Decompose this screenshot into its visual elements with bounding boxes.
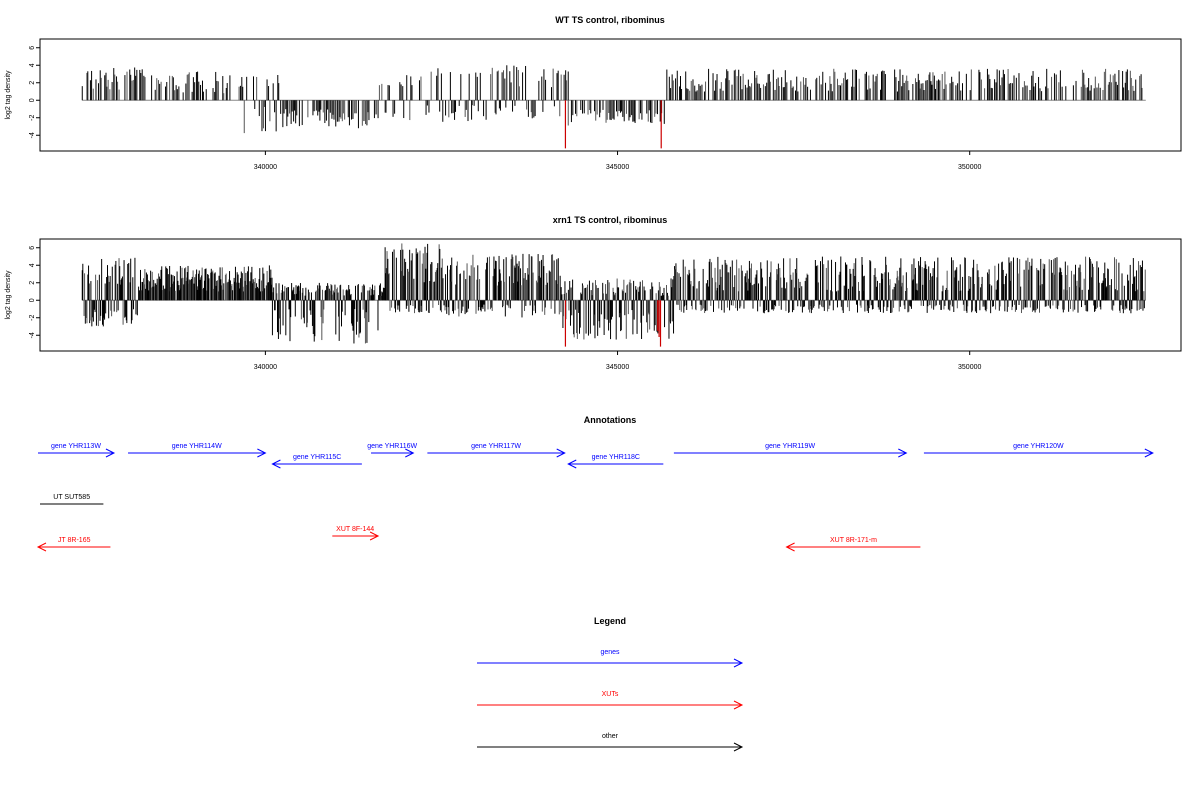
legend-item-other: other bbox=[477, 733, 744, 752]
feature-label: gene YHR116W bbox=[367, 443, 417, 450]
y-tick-label: 6 bbox=[29, 46, 36, 50]
feature-xut-8r-171-m[interactable]: XUT 8R-171-m bbox=[785, 537, 921, 552]
feature-gene-yhr119w[interactable]: gene YHR119W bbox=[673, 443, 908, 458]
density-bars bbox=[81, 65, 1146, 149]
y-tick-label: 0 bbox=[29, 298, 36, 302]
x-tick-label: 340000 bbox=[254, 364, 277, 371]
arrow-head-icon bbox=[257, 448, 267, 458]
legend-items: genes XUTs other bbox=[477, 649, 744, 752]
feature-gene-yhr114w[interactable]: gene YHR114W bbox=[128, 443, 267, 458]
arrow-head-icon bbox=[556, 448, 566, 458]
feature-label: XUT 8R-171-m bbox=[830, 537, 877, 544]
x-tick-label: 340000 bbox=[254, 164, 277, 171]
legend-item-genes: genes bbox=[477, 649, 744, 668]
feature-label: gene YHR119W bbox=[765, 443, 815, 450]
feature-layer: gene YHR113W gene YHR114W gene YHR115C gene… bbox=[36, 443, 1154, 552]
arrow-head-icon bbox=[271, 459, 281, 469]
feature-label: XUT 8F-144 bbox=[336, 526, 374, 533]
x-tick-label: 350000 bbox=[958, 164, 981, 171]
axes: -4 -2 0 2 4 6 340000 345000 350000 bbox=[29, 46, 981, 171]
feature-ut-sut585[interactable]: UT SUT585 bbox=[40, 494, 104, 505]
feature-gene-yhr117w[interactable]: gene YHR117W bbox=[427, 443, 566, 458]
density-bars bbox=[81, 243, 1146, 347]
legend-label: other bbox=[602, 733, 619, 740]
legend-title: Legend bbox=[594, 616, 626, 626]
legend-item-xuts: XUTs bbox=[477, 691, 744, 710]
feature-label: JT 8R-165 bbox=[58, 537, 91, 544]
feature-label: gene YHR115C bbox=[293, 454, 341, 461]
feature-label: gene YHR120W bbox=[1013, 443, 1064, 450]
arrow-head-icon bbox=[898, 448, 908, 458]
panel-title: xrn1 TS control, ribominus bbox=[553, 215, 668, 225]
plot-frame bbox=[39, 238, 1182, 352]
y-tick-label: -4 bbox=[29, 132, 36, 138]
x-tick-label: 345000 bbox=[606, 164, 629, 171]
arrow-head-icon bbox=[567, 459, 577, 469]
y-tick-label: -2 bbox=[29, 315, 36, 321]
x-tick-label: 345000 bbox=[606, 364, 629, 371]
arrow-head-icon bbox=[733, 700, 744, 710]
legend: Legend genes XUTs other bbox=[477, 616, 744, 752]
feature-gene-yhr115c[interactable]: gene YHR115C bbox=[271, 454, 362, 469]
y-tick-label: 0 bbox=[29, 98, 36, 102]
feature-label: gene YHR114W bbox=[172, 443, 222, 450]
y-tick-label: 6 bbox=[29, 246, 36, 250]
arrow-head-icon bbox=[733, 658, 744, 668]
y-tick-label: -2 bbox=[29, 115, 36, 121]
feature-gene-yhr120w[interactable]: gene YHR120W bbox=[923, 443, 1154, 458]
legend-label: XUTs bbox=[602, 691, 619, 698]
arrow-head-icon bbox=[369, 531, 380, 541]
wt-density-panel: WT TS control, ribominus log2 tag densit… bbox=[5, 15, 1182, 171]
legend-label: genes bbox=[600, 649, 620, 656]
arrow-head-icon bbox=[36, 542, 47, 552]
feature-xut-8f-144[interactable]: XUT 8F-144 bbox=[332, 526, 380, 541]
y-tick-label: 2 bbox=[29, 281, 36, 285]
feature-label: UT SUT585 bbox=[53, 494, 90, 501]
arrow-head-icon bbox=[733, 742, 744, 752]
arrow-head-icon bbox=[1144, 448, 1154, 458]
xrn1-density-panel: xrn1 TS control, ribominus log2 tag dens… bbox=[5, 215, 1182, 371]
annotations-title: Annotations bbox=[584, 415, 637, 425]
y-axis-label: log2 tag density bbox=[5, 70, 12, 120]
feature-gene-yhr116w[interactable]: gene YHR116W bbox=[367, 443, 418, 458]
x-tick-label: 350000 bbox=[958, 364, 981, 371]
y-tick-label: -4 bbox=[29, 332, 36, 338]
panel-title: WT TS control, ribominus bbox=[555, 15, 665, 25]
feature-jt-8r-165[interactable]: JT 8R-165 bbox=[36, 537, 111, 552]
y-tick-label: 4 bbox=[29, 263, 36, 267]
plot-frame bbox=[39, 38, 1182, 152]
annotation-track: Annotations gene YHR113W gene YHR114Wgene… bbox=[36, 415, 1154, 552]
arrow-head-icon bbox=[405, 448, 415, 458]
arrow-head-icon bbox=[105, 448, 116, 458]
feature-gene-yhr118c[interactable]: gene YHR118C bbox=[567, 454, 664, 469]
y-tick-label: 4 bbox=[29, 63, 36, 67]
y-axis-label: log2 tag density bbox=[5, 270, 12, 320]
y-tick-label: 2 bbox=[29, 81, 36, 85]
feature-label: gene YHR117W bbox=[471, 443, 521, 450]
feature-label: gene YHR113W bbox=[51, 443, 101, 450]
feature-gene-yhr113w[interactable]: gene YHR113W bbox=[38, 443, 116, 458]
arrow-head-icon bbox=[785, 542, 795, 552]
axes: -4 -2 0 2 4 6 340000 345000 350000 bbox=[29, 246, 981, 371]
feature-label: gene YHR118C bbox=[592, 454, 640, 461]
